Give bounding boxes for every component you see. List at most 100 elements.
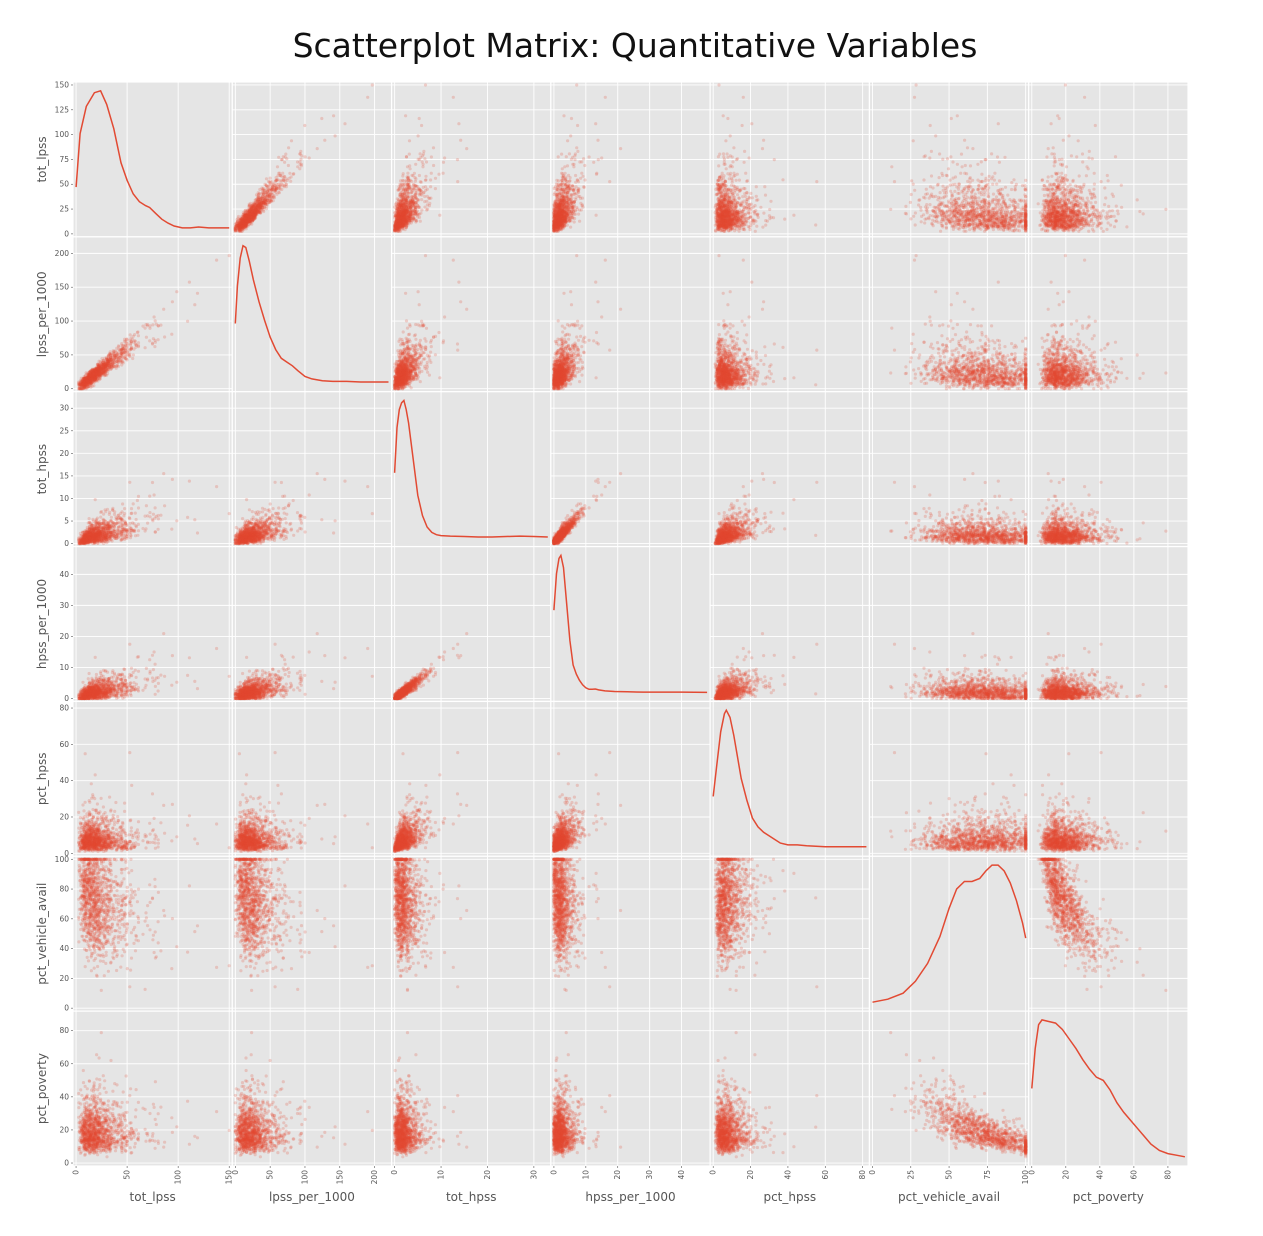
scatter-point (721, 219, 724, 222)
scatter-point (717, 164, 720, 167)
scatter-point (976, 163, 979, 166)
scatter-point (298, 160, 301, 163)
scatter-point (608, 180, 611, 183)
scatter-point (578, 220, 581, 223)
scatter-point (281, 172, 284, 175)
scatter-point (282, 179, 285, 182)
scatter-point (238, 226, 241, 229)
scatter-point (416, 185, 419, 188)
scatter-point (562, 174, 565, 177)
scatter-point (424, 83, 427, 86)
scatter-point (292, 173, 295, 176)
scatter-point (287, 146, 290, 149)
scatter-point (562, 192, 565, 195)
scatter-point (556, 230, 559, 233)
scatter-point (768, 208, 771, 211)
scatter-point (300, 164, 303, 167)
scatter-point (316, 147, 319, 150)
scatter-point (424, 175, 427, 178)
scatter-point (580, 172, 583, 175)
scatter-point (592, 161, 595, 164)
scatter-point (332, 114, 335, 117)
scatter-point (414, 177, 417, 180)
scatter-point (741, 221, 744, 224)
scatter-point (576, 124, 579, 127)
scatter-point (402, 179, 405, 182)
scatter-point (240, 230, 243, 233)
scatter-point (739, 189, 742, 192)
scatter-point (574, 152, 577, 155)
scatter-point (742, 187, 745, 190)
scatter-point (423, 157, 426, 160)
scatter-point (401, 195, 404, 198)
scatter-point (729, 229, 732, 232)
scatter-point (566, 164, 569, 167)
panel-tot_lpss-vs-pct_vehicle_avail (869, 82, 1028, 237)
scatter-point (404, 219, 407, 222)
scatter-point (574, 196, 577, 199)
scatter-point (571, 208, 574, 211)
scatter-point (235, 224, 238, 227)
scatter-point (408, 179, 411, 182)
scatter-point (258, 196, 261, 199)
scatter-point (419, 191, 422, 194)
scatter-point (557, 219, 560, 222)
scatter-point (763, 185, 766, 188)
scatter-point (755, 195, 758, 198)
scatter-point (420, 124, 423, 127)
scatter-point (303, 124, 306, 127)
scatter-point (298, 167, 301, 170)
scatter-point (397, 185, 400, 188)
scatter-point (573, 158, 576, 161)
scatter-point (405, 226, 408, 229)
scatter-point (280, 158, 283, 161)
scatter-point (567, 212, 570, 215)
scatter-point (404, 114, 407, 117)
scatter-point (722, 114, 725, 117)
scatter-point (729, 154, 732, 157)
scatter-point (401, 224, 404, 227)
scatter-point (730, 219, 733, 222)
scatter-point (732, 146, 735, 149)
scatter-point (743, 161, 746, 164)
scatter-point (274, 179, 277, 182)
scatter-point (576, 150, 579, 153)
scatter-point (410, 190, 413, 193)
scatter-point (396, 230, 399, 233)
scatter-point (434, 187, 437, 190)
scatter-point (557, 155, 560, 158)
panel-grid (73, 82, 1188, 1166)
scatter-point (287, 164, 290, 167)
scatter-point (560, 153, 563, 156)
scatter-point (237, 229, 240, 232)
scatter-point (419, 152, 422, 155)
scatter-point (718, 202, 721, 205)
scatter-point (761, 147, 764, 150)
scatter-point (366, 96, 369, 99)
scatter-point (714, 188, 717, 191)
scatter-point (272, 195, 275, 198)
scatter-point (565, 219, 568, 222)
scatter-point (569, 202, 572, 205)
scatter-point (554, 202, 557, 205)
scatter-point (275, 187, 278, 190)
scatter-point (733, 213, 736, 216)
scatter-point (738, 197, 741, 200)
scatter-point (269, 177, 272, 180)
scatter-point (769, 200, 772, 203)
scatter-point (343, 122, 346, 125)
scatter-point (734, 198, 737, 201)
scatter-point (456, 158, 459, 161)
scatter-point (583, 164, 586, 167)
scatter-point (393, 206, 396, 209)
scatter-point (741, 202, 744, 205)
scatter-point (565, 155, 568, 158)
scatter-point (566, 185, 569, 188)
scatter-point (749, 192, 752, 195)
scatter-point (722, 195, 725, 198)
scatter-point (250, 219, 253, 222)
scatter-point (283, 161, 286, 164)
scatter-point (726, 191, 729, 194)
scatter-point (265, 185, 268, 188)
scatter-point (420, 208, 423, 211)
